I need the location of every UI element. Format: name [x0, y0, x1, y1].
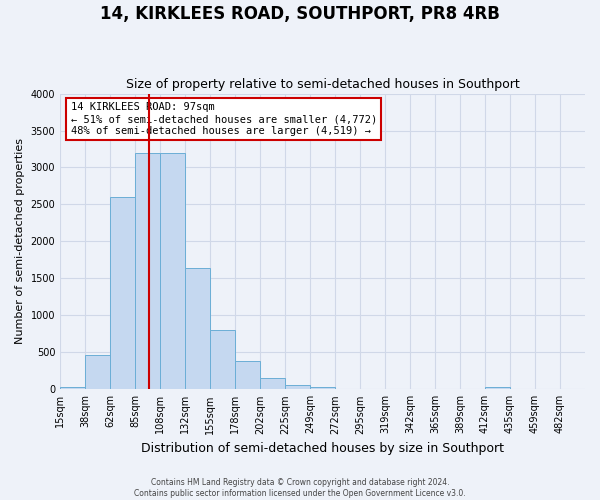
Bar [110, 197, 135, 390]
Bar [485, 387, 510, 390]
Text: Contains HM Land Registry data © Crown copyright and database right 2024.
Contai: Contains HM Land Registry data © Crown c… [134, 478, 466, 498]
Title: Size of property relative to semi-detached houses in Southport: Size of property relative to semi-detach… [126, 78, 520, 91]
Y-axis label: Number of semi-detached properties: Number of semi-detached properties [15, 138, 25, 344]
X-axis label: Distribution of semi-detached houses by size in Southport: Distribution of semi-detached houses by … [141, 442, 504, 455]
Bar [160, 152, 185, 390]
Text: 14 KIRKLEES ROAD: 97sqm
← 51% of semi-detached houses are smaller (4,772)
48% of: 14 KIRKLEES ROAD: 97sqm ← 51% of semi-de… [71, 102, 377, 136]
Text: 14, KIRKLEES ROAD, SOUTHPORT, PR8 4RB: 14, KIRKLEES ROAD, SOUTHPORT, PR8 4RB [100, 5, 500, 23]
Bar [60, 387, 85, 390]
Bar [85, 356, 110, 390]
Bar [235, 361, 260, 390]
Bar [135, 152, 160, 390]
Bar [285, 385, 310, 390]
Bar [310, 387, 335, 390]
Bar [210, 330, 235, 390]
Bar [185, 268, 210, 390]
Bar [260, 378, 285, 390]
